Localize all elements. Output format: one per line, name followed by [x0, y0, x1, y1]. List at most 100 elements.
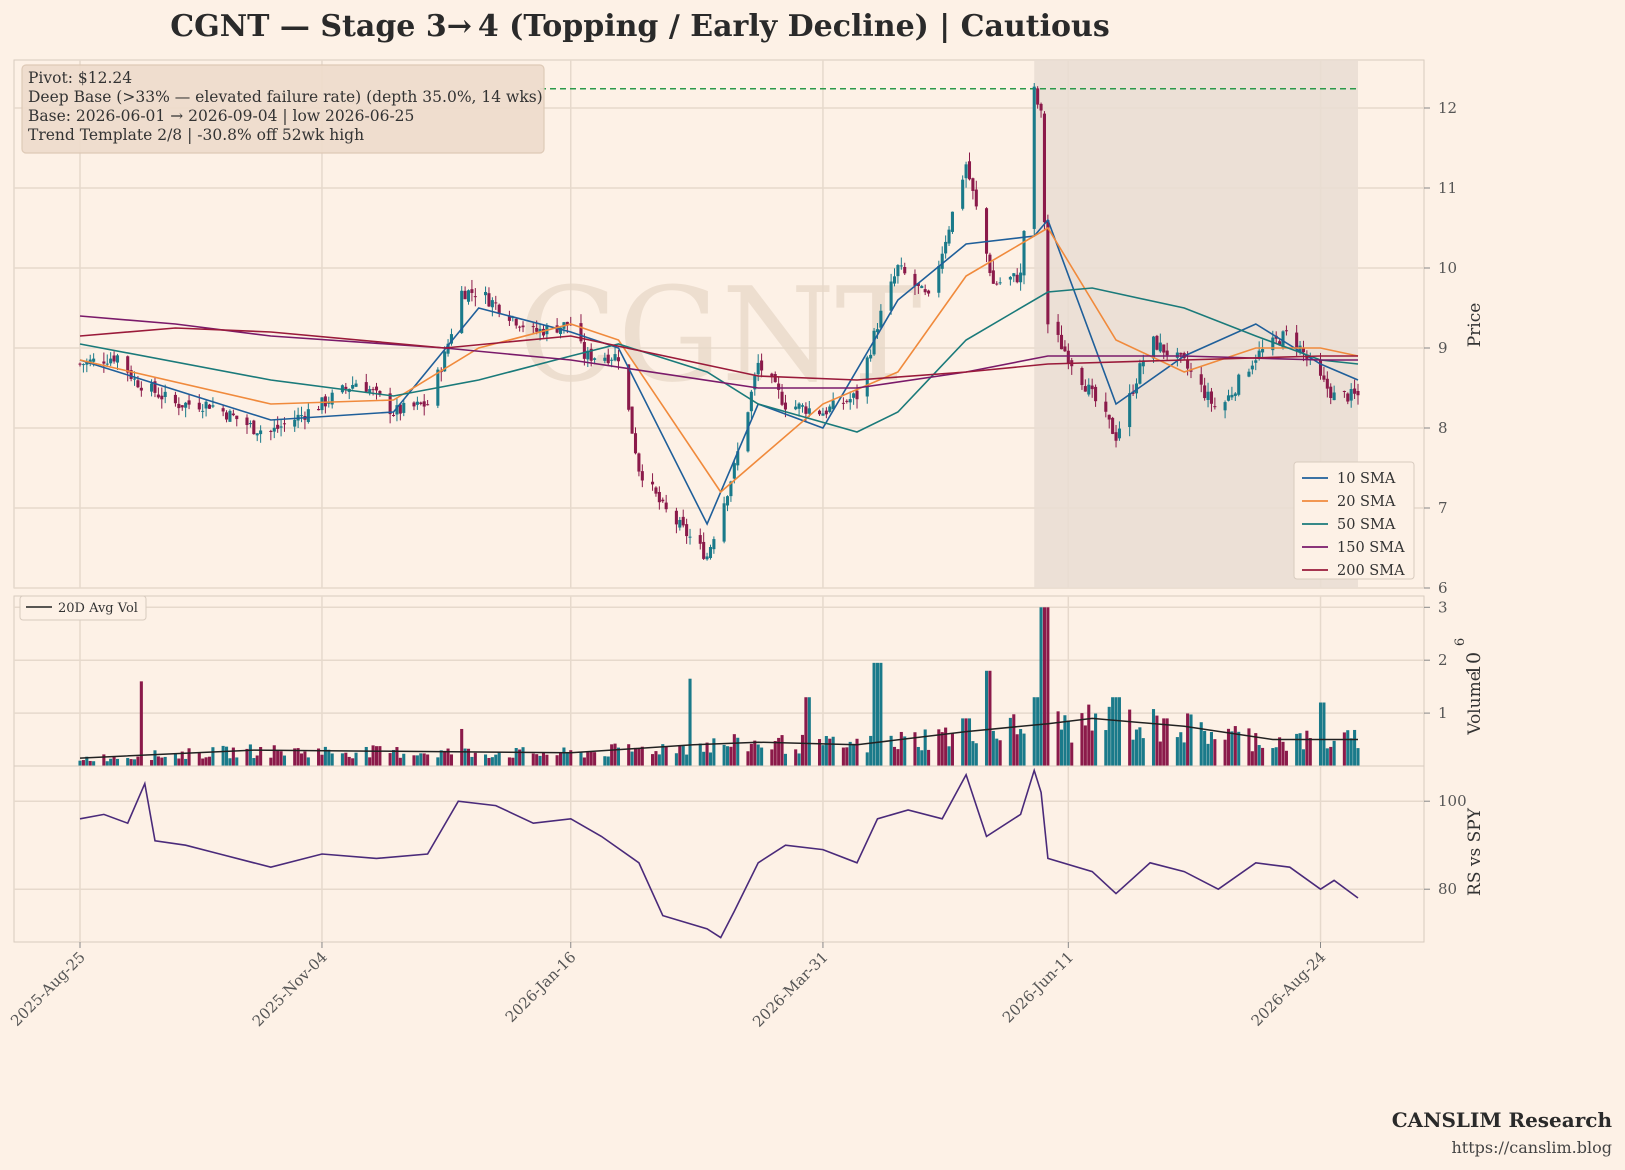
candle-body	[150, 383, 154, 392]
candle-body	[507, 315, 511, 321]
legend-label-20-sma: 20 SMA	[1337, 494, 1396, 510]
candle-body	[746, 412, 750, 452]
volume-bar	[705, 742, 709, 766]
candle-body	[327, 402, 331, 404]
volume-bar	[1298, 733, 1302, 766]
volume-bar	[1199, 722, 1203, 766]
volume-bar	[807, 697, 811, 766]
volume-bar	[344, 752, 348, 766]
candle-body	[732, 463, 736, 479]
ticker-watermark: CGNT	[518, 259, 922, 411]
volume-bar	[1012, 714, 1016, 766]
candle-body	[388, 393, 392, 415]
candle-body	[1008, 276, 1012, 280]
volume-bar	[221, 745, 225, 766]
volume-bar	[245, 748, 249, 766]
candle-body	[991, 270, 995, 284]
volume-bar	[1155, 715, 1159, 766]
volume-bar	[112, 756, 116, 766]
candle-body	[1261, 349, 1265, 353]
volume-bar	[184, 758, 188, 766]
volume-bar	[398, 757, 402, 766]
candle-body	[974, 189, 978, 207]
candle-body	[797, 403, 801, 409]
volume-bar	[293, 748, 297, 766]
candle-body	[1278, 341, 1282, 346]
volume-bar	[1322, 702, 1326, 766]
candle-body	[685, 524, 689, 537]
candle-body	[1083, 386, 1087, 392]
volume-bar	[1094, 713, 1098, 766]
volume-bar	[470, 756, 474, 766]
candle-body	[368, 389, 372, 394]
candle-body	[1223, 402, 1227, 411]
volume-bar	[1250, 751, 1254, 766]
candle-body	[633, 433, 638, 454]
footer-url: https://canslim.blog	[1451, 1138, 1612, 1157]
candle-body	[817, 410, 822, 415]
candle-body	[630, 406, 634, 434]
candle-body	[139, 387, 143, 391]
sma-lines	[79, 218, 1359, 526]
candle-body	[163, 391, 167, 398]
volume-bar	[651, 754, 655, 766]
candle-body	[184, 402, 188, 408]
volume-bar	[139, 681, 143, 766]
volume-bar	[422, 753, 426, 766]
volume-bar	[923, 729, 927, 766]
volume-bar	[1162, 718, 1166, 766]
volume-bar	[848, 741, 852, 766]
volume-bar	[497, 752, 501, 766]
legend-label-200-sma: 200 SMA	[1337, 563, 1405, 579]
candle-body	[872, 330, 876, 355]
candle-body	[463, 290, 467, 300]
candle-body	[1237, 374, 1241, 395]
volume-bar	[1114, 697, 1118, 766]
volume-bar	[511, 757, 515, 766]
volume-bar	[1083, 725, 1087, 766]
candle-body	[1138, 363, 1142, 384]
candle-body	[869, 354, 873, 359]
volume-bar	[569, 750, 573, 766]
volume-bar	[484, 754, 488, 766]
volume-bar	[415, 755, 419, 766]
volume-bar	[102, 754, 106, 766]
candle-body	[961, 179, 965, 209]
volume-bar	[1353, 729, 1357, 766]
candle-body	[156, 394, 160, 398]
volume-bar	[1059, 729, 1064, 766]
candle-body	[756, 362, 760, 375]
volume-bar	[282, 755, 287, 766]
volume-bar	[593, 752, 597, 766]
volume-bar	[736, 737, 740, 766]
volume-bar	[1332, 740, 1336, 766]
candle-body	[627, 364, 631, 410]
volume-bar	[443, 750, 447, 766]
volume-bar	[995, 738, 999, 766]
rs-gridlines	[14, 766, 1424, 942]
volume-bar	[841, 747, 845, 766]
candle-body	[698, 535, 702, 544]
volume-bar	[368, 757, 372, 766]
candle-body	[112, 355, 116, 362]
candle-body	[1226, 395, 1231, 401]
avg-volume-line	[79, 717, 1358, 759]
volume-bar	[1015, 734, 1019, 766]
volume-bar	[961, 718, 965, 766]
volume-bar	[1070, 742, 1074, 766]
candle-body	[964, 164, 968, 179]
candle-body	[1318, 360, 1323, 376]
volume-bar	[252, 758, 256, 766]
volume-bar	[1247, 728, 1251, 766]
candle-body	[998, 282, 1002, 284]
volume-bar	[1349, 738, 1353, 766]
volume-bar	[436, 757, 440, 766]
volume-bar	[1206, 743, 1210, 766]
volume-bars	[78, 607, 1360, 766]
candle-body	[940, 253, 944, 269]
candle-body	[777, 383, 781, 390]
candle-body	[807, 408, 811, 414]
candle-body	[892, 276, 897, 284]
candle-body	[1019, 272, 1023, 283]
volume-bar	[1104, 730, 1108, 766]
